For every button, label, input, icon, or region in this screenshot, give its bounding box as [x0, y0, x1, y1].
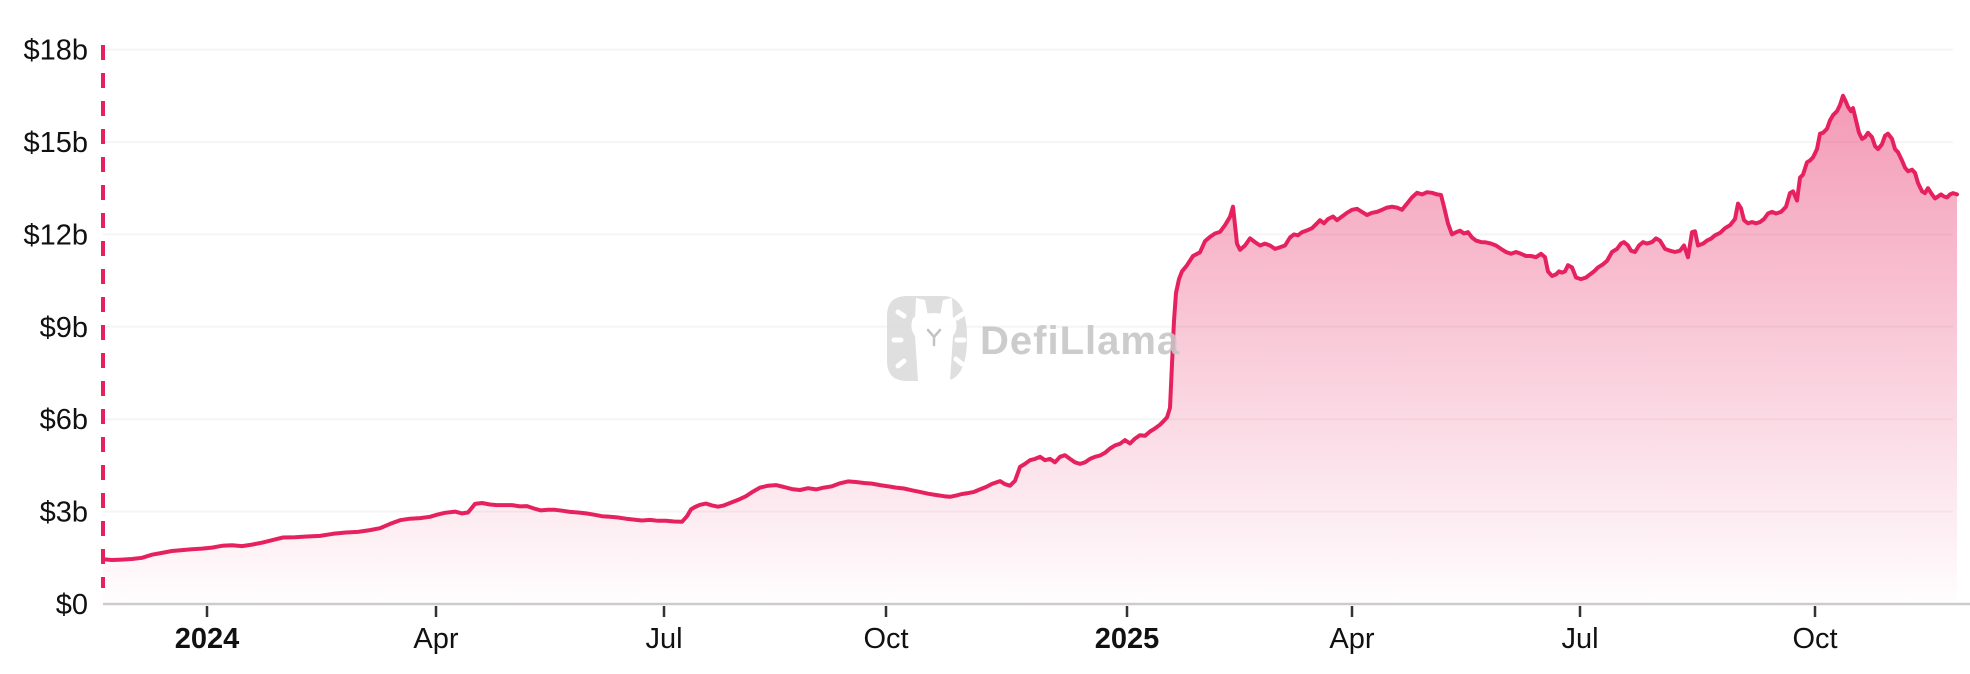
x-axis	[103, 602, 1970, 617]
defillama-watermark: DefiLlama	[887, 296, 1180, 381]
x-axis-tick-label: Jul	[645, 623, 682, 655]
y-axis-tick-label: $12b	[23, 219, 88, 251]
x-axis-tick-label: Jul	[1561, 623, 1598, 655]
y-axis-tick-label: $6b	[40, 404, 88, 436]
y-axis-tick-label: $0	[56, 589, 88, 621]
x-axis-tick-label: Apr	[1329, 623, 1374, 655]
x-axis-tick-label: Oct	[1792, 623, 1837, 655]
y-axis-tick-label: $3b	[40, 497, 88, 529]
defillama-logo-icon	[887, 296, 967, 381]
defillama-watermark-text: DefiLlama	[980, 319, 1180, 363]
y-axis-tick-label: $15b	[23, 127, 88, 159]
y-axis-tick-label: $9b	[40, 312, 88, 344]
y-axis-labels: $0 $3b $6b $9b $12b $15b $18b	[23, 35, 88, 621]
x-axis-tick-label: Oct	[863, 623, 908, 655]
x-axis-tick-label: 2025	[1095, 623, 1160, 655]
x-axis-labels: 2024 Apr Jul Oct 2025 Apr Jul Oct	[175, 623, 1838, 655]
y-axis-tick-label: $18b	[23, 35, 88, 67]
area-fill	[103, 95, 1957, 605]
series-line[interactable]	[101, 93, 1959, 562]
x-axis-tick-label: Apr	[413, 623, 458, 655]
tvl-area-series[interactable]	[101, 93, 1959, 605]
x-axis-tick-label: 2024	[175, 623, 240, 655]
